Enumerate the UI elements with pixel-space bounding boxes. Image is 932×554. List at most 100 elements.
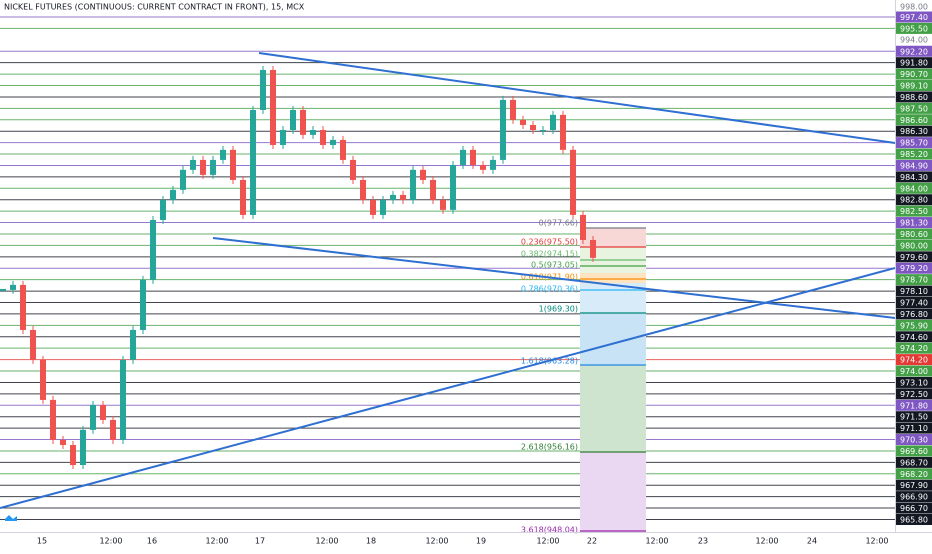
price-label: 968.20 xyxy=(900,470,928,479)
candle xyxy=(0,288,6,291)
price-label-bg xyxy=(896,456,932,468)
trend-line xyxy=(212,237,896,319)
candle xyxy=(430,179,436,200)
candle xyxy=(60,439,66,445)
fib-zone xyxy=(580,273,646,283)
fib-label: 3.618(948.04) xyxy=(521,526,578,535)
fib-label: 0(977.66) xyxy=(539,219,578,228)
price-label-bg xyxy=(896,434,932,446)
candle xyxy=(470,149,476,165)
candle xyxy=(510,99,516,120)
candle xyxy=(550,114,556,130)
price-label-bg xyxy=(896,411,932,423)
candle xyxy=(320,129,326,145)
fib-zone xyxy=(580,313,646,365)
price-label-bg xyxy=(896,251,932,263)
candle xyxy=(90,404,96,430)
candle xyxy=(450,164,456,210)
price-label: 977.40 xyxy=(900,299,928,308)
candle xyxy=(490,159,496,170)
price-label: 994.00 xyxy=(900,35,928,44)
candle xyxy=(420,169,426,180)
time-label: 12:00 xyxy=(536,537,559,546)
price-label-bg xyxy=(896,354,932,366)
symbol-title: NICKEL FUTURES (CONTINUOUS: CURRENT CONT… xyxy=(4,3,305,12)
trend-line xyxy=(258,52,896,144)
candle xyxy=(330,139,336,145)
candle xyxy=(160,199,166,220)
price-label-bg xyxy=(896,137,932,149)
price-label: 984.00 xyxy=(900,184,928,193)
price-label-bg xyxy=(896,171,932,183)
fib-label: 0.382(974.15) xyxy=(521,250,578,259)
candle xyxy=(120,359,126,440)
price-label-bg xyxy=(896,22,932,34)
price-label: 997.40 xyxy=(900,13,928,22)
candle xyxy=(310,129,316,135)
price-label-bg xyxy=(896,125,932,137)
price-label: 968.70 xyxy=(900,458,928,467)
price-label: 978.10 xyxy=(900,287,928,296)
price-label-bg xyxy=(896,194,932,206)
time-label: 12:00 xyxy=(99,537,122,546)
price-label: 991.80 xyxy=(900,59,928,68)
price-label: 974.00 xyxy=(900,367,928,376)
time-label: 15 xyxy=(37,537,47,546)
price-label: 980.60 xyxy=(900,230,928,239)
price-label: 975.90 xyxy=(900,321,928,330)
price-label: 986.60 xyxy=(900,116,928,125)
logo xyxy=(5,515,17,521)
price-label-bg xyxy=(896,274,932,286)
price-label-bg xyxy=(896,262,932,274)
candle xyxy=(540,129,546,131)
price-label-bg xyxy=(896,114,932,126)
price-label: 974.20 xyxy=(900,356,928,365)
price-label-bg xyxy=(896,68,932,80)
price-label: 974.60 xyxy=(900,333,928,342)
candles xyxy=(0,65,596,469)
price-label-bg xyxy=(896,376,932,388)
price-label: 965.80 xyxy=(900,515,928,524)
price-label: 967.90 xyxy=(900,481,928,490)
candle xyxy=(70,444,76,465)
price-label-bg xyxy=(896,205,932,217)
price-label: 980.00 xyxy=(900,241,928,250)
price-label-bg xyxy=(896,11,932,23)
price-label: 987.50 xyxy=(900,104,928,113)
price-label: 966.90 xyxy=(900,493,928,502)
price-label-bg xyxy=(896,468,932,480)
price-label-bg xyxy=(896,365,932,377)
trend-lines xyxy=(0,52,896,509)
price-label-bg xyxy=(896,491,932,503)
candle xyxy=(230,149,236,180)
price-label: 985.70 xyxy=(900,139,928,148)
price-label-bg xyxy=(896,479,932,491)
price-label: 972.50 xyxy=(900,390,928,399)
time-label: 23 xyxy=(698,537,708,546)
candle xyxy=(350,159,356,180)
candle xyxy=(500,99,506,160)
candle xyxy=(110,419,116,440)
candle xyxy=(240,179,246,215)
price-label-bg xyxy=(896,388,932,400)
time-label: 12:00 xyxy=(755,537,778,546)
price-label: 984.90 xyxy=(900,161,928,170)
fib-label: 0.786(970.36) xyxy=(521,285,578,294)
price-label: 979.60 xyxy=(900,253,928,262)
price-label: 989.10 xyxy=(900,82,928,91)
candle xyxy=(80,429,86,465)
candle xyxy=(200,159,206,175)
price-label: 985.20 xyxy=(900,150,928,159)
time-label: 17 xyxy=(255,537,265,546)
candle xyxy=(460,149,466,165)
candle xyxy=(580,214,586,240)
candle xyxy=(400,194,406,200)
candle xyxy=(300,109,306,135)
time-label: 22 xyxy=(587,537,597,546)
price-label-bg xyxy=(896,513,932,525)
price-label: 979.20 xyxy=(900,264,928,273)
candle xyxy=(150,219,156,280)
time-label: 12:00 xyxy=(645,537,668,546)
